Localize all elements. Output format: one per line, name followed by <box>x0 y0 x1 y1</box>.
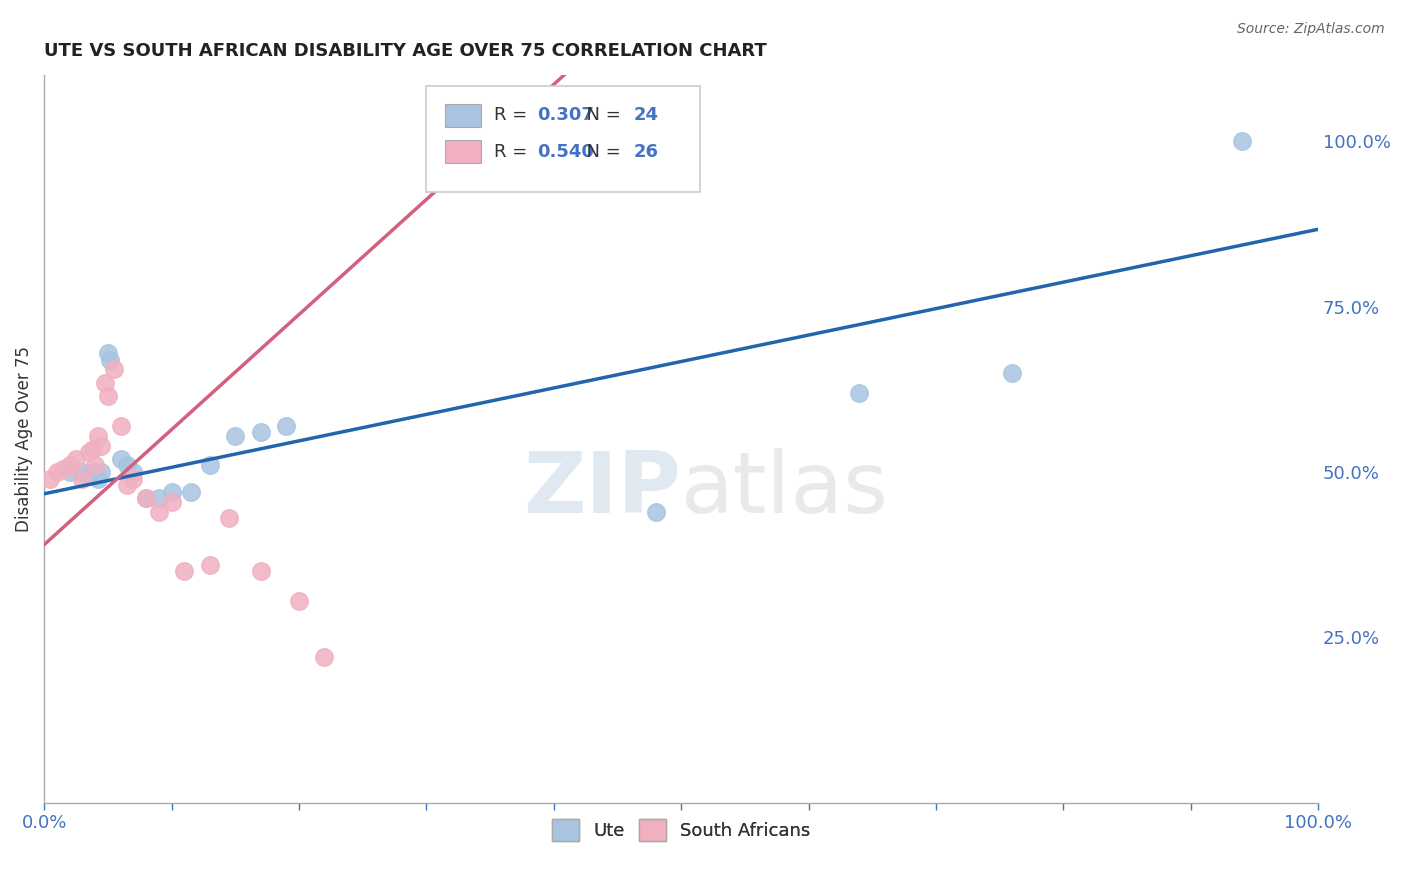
Point <box>288 594 311 608</box>
Point <box>98 352 121 367</box>
Point <box>249 425 271 440</box>
Point <box>86 472 108 486</box>
Text: UTE VS SOUTH AFRICAN DISABILITY AGE OVER 75 CORRELATION CHART: UTE VS SOUTH AFRICAN DISABILITY AGE OVER… <box>44 42 766 60</box>
Point <box>224 428 246 442</box>
Text: R =: R = <box>494 106 533 124</box>
Point <box>72 465 94 479</box>
Point <box>82 442 104 456</box>
Text: N =: N = <box>575 106 627 124</box>
Point <box>115 458 138 473</box>
Point <box>198 558 221 572</box>
FancyBboxPatch shape <box>426 87 700 192</box>
Point <box>122 472 145 486</box>
Point <box>848 385 870 400</box>
Point <box>58 458 80 473</box>
Point <box>77 468 100 483</box>
Point <box>160 494 183 508</box>
Point <box>97 346 120 360</box>
Legend: Ute, South Africans: Ute, South Africans <box>544 812 818 848</box>
Text: 0.307: 0.307 <box>537 106 593 124</box>
Point <box>644 505 666 519</box>
Point <box>314 650 336 665</box>
Text: R =: R = <box>494 143 533 161</box>
Point <box>276 418 298 433</box>
Point <box>39 472 62 486</box>
Point <box>218 511 240 525</box>
Point <box>86 428 108 442</box>
Point <box>115 478 138 492</box>
Point <box>110 451 132 466</box>
Point <box>58 465 80 479</box>
Text: Source: ZipAtlas.com: Source: ZipAtlas.com <box>1237 22 1385 37</box>
Text: ZIP: ZIP <box>523 449 681 532</box>
Point <box>173 564 195 578</box>
Point <box>135 491 157 506</box>
Text: 24: 24 <box>634 106 659 124</box>
Point <box>249 564 271 578</box>
Point <box>160 484 183 499</box>
Point <box>65 451 87 466</box>
Point <box>148 505 170 519</box>
Point <box>1230 134 1253 148</box>
Point <box>94 376 117 390</box>
Text: N =: N = <box>575 143 627 161</box>
Text: 26: 26 <box>634 143 659 161</box>
Point <box>97 389 120 403</box>
FancyBboxPatch shape <box>446 103 481 127</box>
Point <box>45 465 67 479</box>
FancyBboxPatch shape <box>446 140 481 163</box>
Point <box>1001 366 1024 380</box>
Point <box>103 362 125 376</box>
Point <box>122 465 145 479</box>
Point <box>198 458 221 473</box>
Text: atlas: atlas <box>681 449 889 532</box>
Y-axis label: Disability Age Over 75: Disability Age Over 75 <box>15 346 32 532</box>
Point <box>52 461 75 475</box>
Point <box>180 484 202 499</box>
Point <box>110 418 132 433</box>
Point <box>72 472 94 486</box>
Point <box>84 465 107 479</box>
Point <box>135 491 157 506</box>
Point <box>84 458 107 473</box>
Point <box>77 445 100 459</box>
Point <box>148 491 170 506</box>
Point <box>90 438 112 452</box>
Point <box>90 465 112 479</box>
Text: 0.540: 0.540 <box>537 143 593 161</box>
